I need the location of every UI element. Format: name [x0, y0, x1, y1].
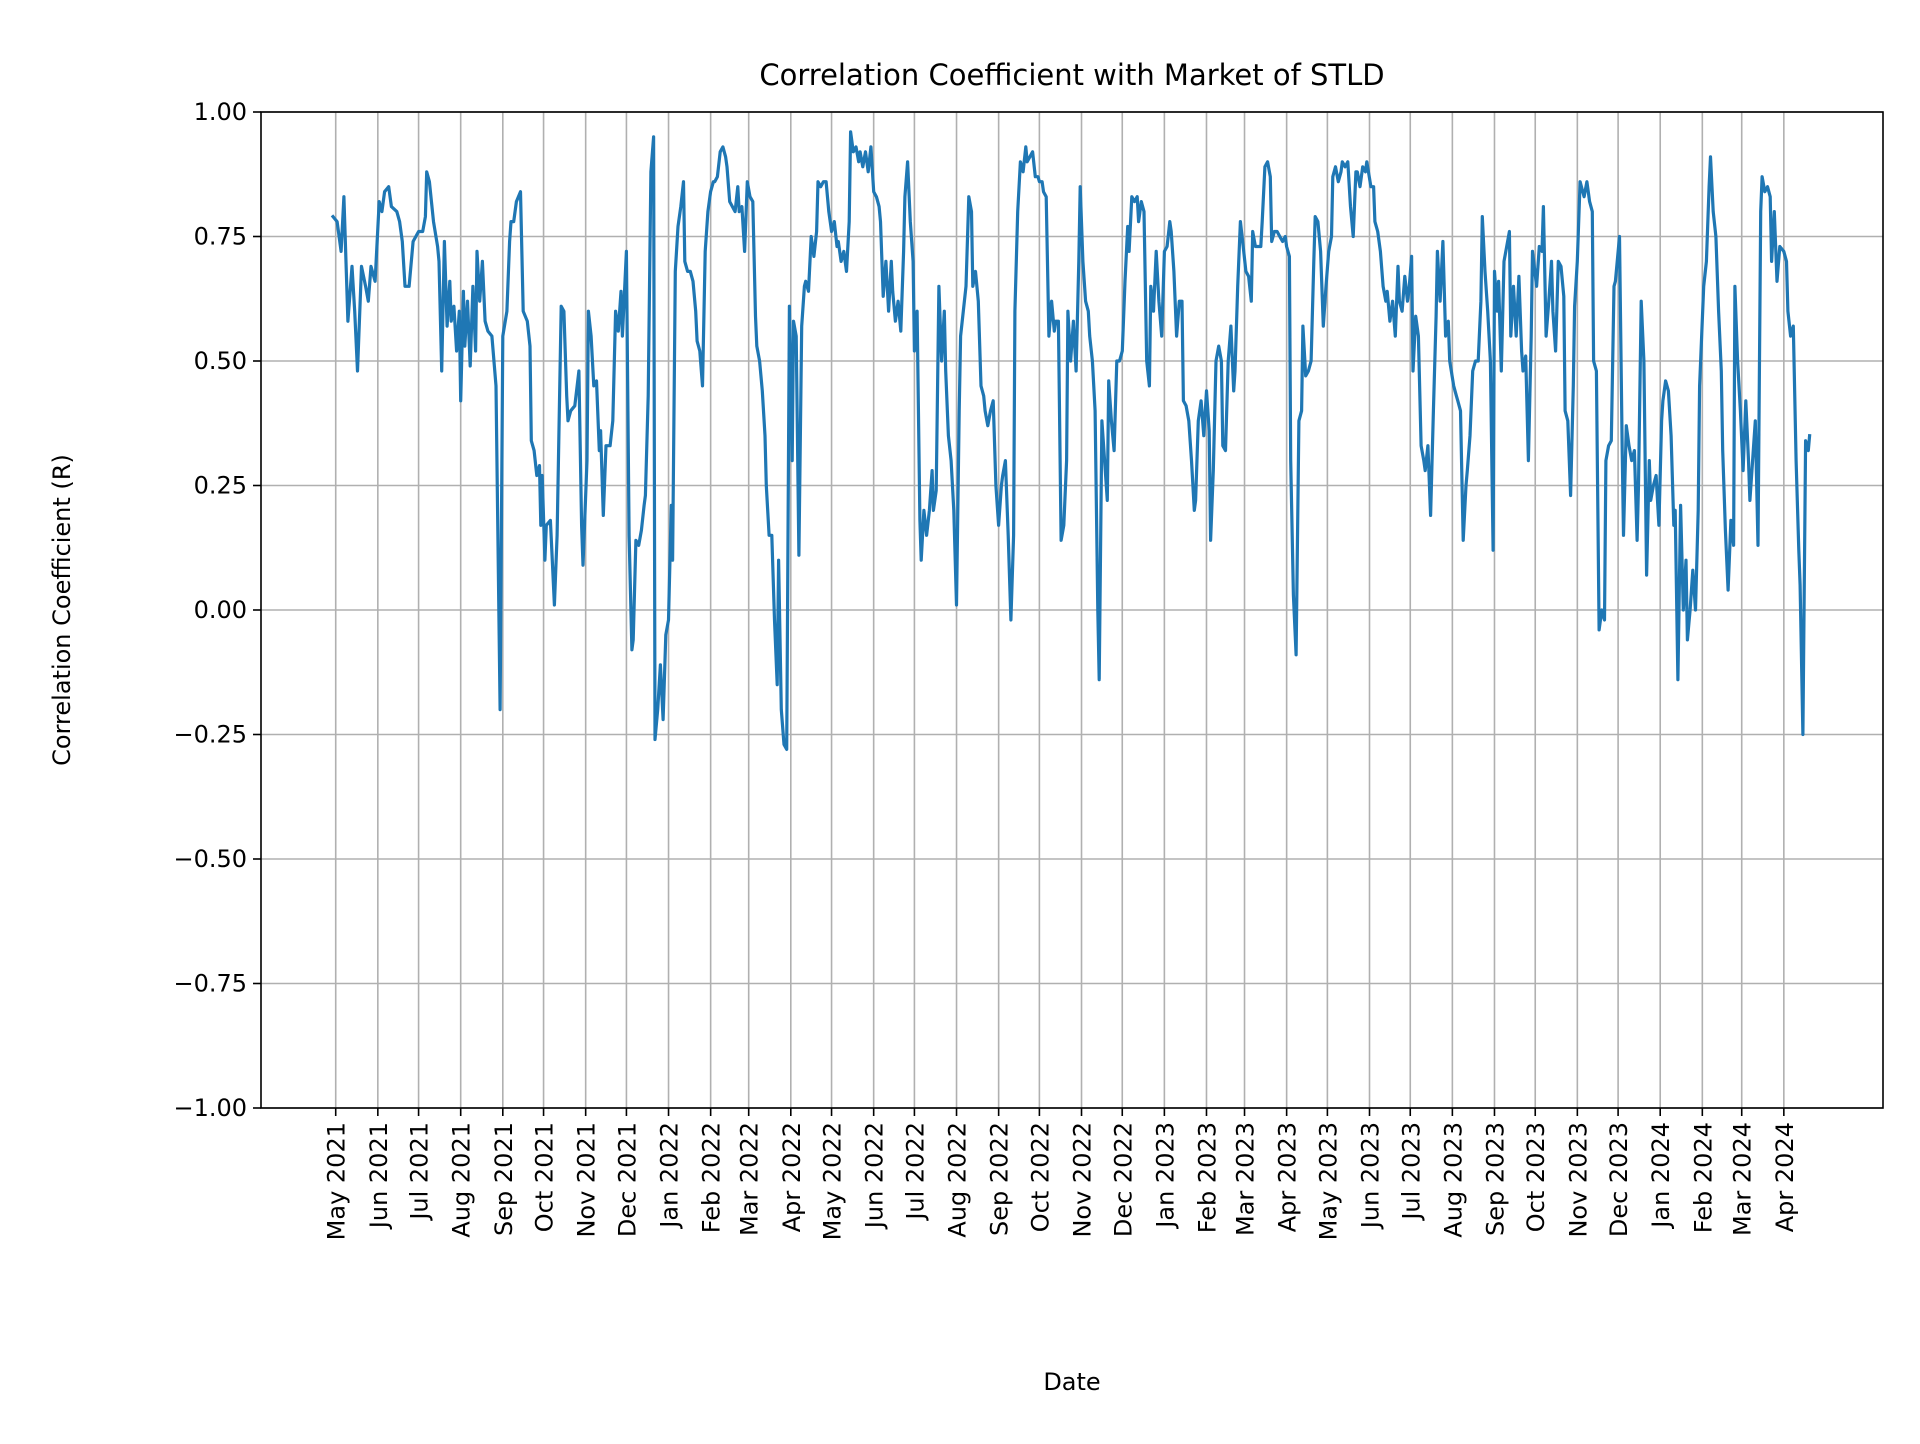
x-tick-label: Dec 2021 [613, 1122, 641, 1237]
x-tick-label: Oct 2021 [531, 1122, 559, 1232]
x-tick-label: Jun 2021 [365, 1122, 393, 1230]
y-tick-label: 0.25 [194, 472, 247, 500]
x-tick-label: Sep 2023 [1481, 1122, 1509, 1236]
x-tick-label: Jul 2023 [1397, 1122, 1425, 1222]
x-tick-label: Nov 2021 [573, 1122, 601, 1238]
x-tick-label: Oct 2022 [1026, 1122, 1054, 1232]
x-tick-label: May 2021 [323, 1122, 351, 1240]
x-tick-label: Oct 2023 [1522, 1122, 1550, 1232]
x-tick-label: Jun 2023 [1357, 1122, 1385, 1230]
x-tick-label: Jul 2022 [901, 1122, 929, 1222]
y-axis-label: Correlation Coefficient (R) [48, 454, 76, 766]
x-tick-label: Dec 2022 [1109, 1122, 1137, 1237]
x-tick-label: Aug 2023 [1439, 1122, 1467, 1238]
y-tick-label: 0.50 [194, 347, 247, 375]
x-tick-label: Apr 2024 [1771, 1122, 1799, 1232]
x-tick-label: Feb 2023 [1193, 1122, 1221, 1233]
x-tick-label: Mar 2023 [1232, 1122, 1260, 1236]
y-tick-label: −0.50 [173, 845, 247, 873]
x-tick-label: Mar 2024 [1729, 1122, 1757, 1236]
x-tick-label: Nov 2022 [1069, 1122, 1097, 1238]
x-tick-label: Apr 2023 [1274, 1122, 1302, 1232]
x-tick-label: Jan 2024 [1647, 1122, 1675, 1230]
y-tick-label: 1.00 [194, 98, 247, 126]
x-tick-label: Dec 2023 [1605, 1122, 1633, 1237]
x-tick-label: Jun 2022 [861, 1122, 889, 1230]
x-tick-label: May 2023 [1314, 1122, 1342, 1240]
y-tick-label: −1.00 [173, 1094, 247, 1122]
x-tick-label: Jan 2022 [656, 1122, 684, 1230]
y-tick-label: −0.25 [173, 721, 247, 749]
y-tick-label: 0.00 [194, 596, 247, 624]
x-tick-label: Feb 2022 [698, 1122, 726, 1233]
x-tick-label: Sep 2021 [490, 1122, 518, 1236]
x-tick-label: Nov 2023 [1564, 1122, 1592, 1238]
x-tick-label: Apr 2022 [778, 1122, 806, 1232]
y-tick-label: −0.75 [173, 970, 247, 998]
x-tick-label: Jul 2021 [406, 1122, 434, 1222]
x-tick-label: Aug 2022 [944, 1122, 972, 1238]
x-tick-label: Sep 2022 [986, 1122, 1014, 1236]
x-tick-label: May 2022 [819, 1122, 847, 1240]
x-tick-label: Feb 2024 [1689, 1122, 1717, 1233]
x-tick-label: Aug 2021 [448, 1122, 476, 1238]
x-tick-label: Mar 2022 [736, 1122, 764, 1236]
x-axis-label: Date [1043, 1368, 1100, 1396]
x-tick-label: Jan 2023 [1151, 1122, 1179, 1230]
y-tick-label: 0.75 [194, 223, 247, 251]
chart-title: Correlation Coefficient with Market of S… [759, 58, 1384, 92]
